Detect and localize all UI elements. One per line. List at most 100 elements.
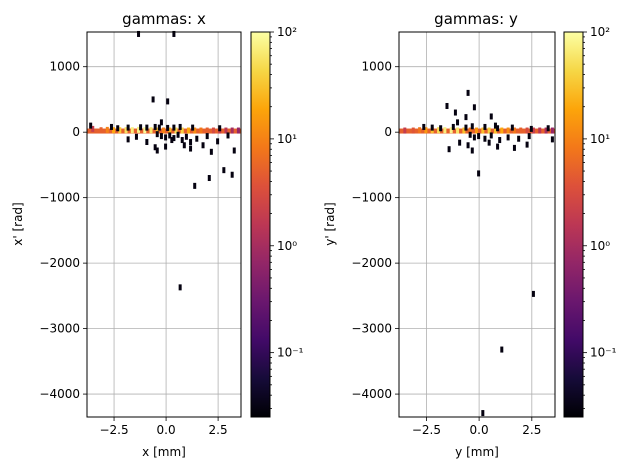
histogram-cell	[162, 127, 165, 134]
panel-y-ticks: −2.5 0.0 2.5 1000 0 −1000 −2000 −3000 −4000	[351, 60, 541, 437]
y-tick-label: −4000	[351, 387, 392, 401]
histogram-cell	[205, 127, 209, 134]
histogram-cell	[464, 124, 468, 131]
histogram-cell	[207, 175, 211, 182]
colorbar-tick-label: 10¹	[277, 132, 297, 146]
histogram-cell	[109, 123, 113, 130]
x-tick-label: −2.5	[99, 423, 128, 437]
histogram-cell	[527, 133, 531, 140]
histogram-cell	[139, 124, 143, 131]
histogram-cell	[184, 133, 188, 140]
panel-y-colorbar	[564, 32, 583, 417]
histogram-cell	[174, 127, 178, 134]
panel-x-frame	[86, 31, 242, 418]
histogram-cell	[222, 167, 226, 174]
histogram-cell	[464, 114, 468, 121]
histogram-cell	[189, 145, 193, 152]
panel-y-cells	[399, 89, 555, 417]
histogram-cell	[506, 127, 510, 134]
histogram-cell	[130, 127, 134, 134]
colorbar-tick-label: 10¹	[590, 132, 610, 146]
histogram-cell	[168, 132, 172, 139]
histogram-cell	[118, 127, 122, 134]
histogram-cell	[458, 139, 462, 146]
histogram-cell	[105, 126, 109, 133]
histogram-cell	[143, 127, 147, 134]
y-tick-label: −3000	[351, 322, 392, 336]
histogram-cell	[168, 127, 172, 134]
y-tick-label: −2000	[39, 256, 80, 270]
histogram-cell	[134, 133, 138, 140]
histogram-cell	[91, 125, 95, 132]
histogram-cell	[493, 127, 497, 134]
histogram-cell	[462, 127, 466, 134]
histogram-cell	[218, 125, 222, 132]
histogram-cell	[550, 127, 554, 134]
histogram-cell	[468, 127, 472, 134]
panel-x: gammas: x −2.5 0.0 2.5 1000 0 −1000 −2000 −3000…	[11, 10, 304, 459]
histogram-cell	[493, 122, 497, 129]
histogram-cell	[211, 127, 215, 134]
histogram-cell	[531, 290, 535, 297]
histogram-cell	[193, 127, 197, 134]
histogram-cell	[189, 139, 193, 145]
histogram-cell	[89, 122, 93, 129]
histogram-cell	[449, 127, 453, 134]
panel-x-colorbar	[251, 32, 270, 417]
panel-x-colorbar-ticks: 10² 10¹ 10⁰ 10⁻¹	[270, 25, 304, 409]
panel-x-title: gammas: x	[122, 10, 206, 28]
histogram-cell	[153, 144, 157, 151]
histogram-cell	[126, 136, 130, 143]
histogram-cell	[430, 124, 434, 131]
histogram-cell	[153, 123, 157, 130]
histogram-cell	[439, 125, 443, 132]
histogram-cell	[164, 143, 168, 150]
panel-y-title: gammas: y	[434, 10, 518, 28]
histogram-cell	[512, 144, 516, 151]
histogram-cell	[475, 127, 478, 134]
histogram-cell	[155, 131, 159, 138]
histogram-cell	[525, 141, 529, 148]
histogram-cell	[172, 30, 176, 37]
panel-y-colorbar-ticks: 10² 10¹ 10⁰ 10⁻¹	[583, 25, 617, 409]
histogram-cell	[137, 30, 141, 37]
panel-x-ticks: −2.5 0.0 2.5 1000 0 −1000 −2000 −3000 −4000	[39, 60, 227, 437]
x-tick-label: −2.5	[412, 423, 441, 437]
histogram-cell	[191, 124, 195, 131]
histogram-cell	[472, 134, 476, 141]
histogram-cell	[512, 127, 516, 134]
histogram-cell	[481, 410, 485, 417]
histogram-cell	[531, 127, 535, 134]
histogram-cell	[489, 132, 493, 139]
histogram-cell	[216, 138, 220, 145]
histogram-cell	[456, 127, 460, 134]
histogram-cell	[500, 127, 504, 134]
panel-y: gammas: y −2.5 0.0 2.5 1000 0 −1000 −2000 −3000…	[323, 10, 617, 459]
histogram-cell	[236, 127, 240, 134]
histogram-cell	[481, 127, 485, 134]
histogram-cell	[112, 127, 116, 134]
y-tick-label: 0	[72, 125, 80, 139]
histogram-cell	[445, 102, 449, 109]
histogram-cell	[403, 127, 407, 134]
histogram-cell	[443, 127, 447, 134]
histogram-cell	[506, 134, 510, 141]
y-tick-label: −4000	[39, 387, 80, 401]
histogram-cell	[418, 127, 422, 134]
histogram-cell	[424, 127, 428, 134]
histogram-cell	[157, 124, 161, 131]
histogram-cell	[538, 127, 542, 134]
histogram-cell	[166, 124, 170, 131]
histogram-cell	[186, 127, 190, 134]
histogram-cell	[483, 135, 487, 142]
histogram-cell	[472, 104, 476, 111]
histogram-cell	[164, 134, 168, 141]
y-tick-label: 1000	[49, 60, 80, 74]
histogram-cell	[487, 127, 491, 134]
histogram-cell	[126, 124, 130, 131]
histogram-cell	[116, 125, 120, 132]
histogram-cell	[510, 124, 514, 131]
histogram-cell	[517, 135, 521, 142]
panel-y-grid	[399, 32, 555, 417]
histogram-cell	[483, 123, 487, 130]
